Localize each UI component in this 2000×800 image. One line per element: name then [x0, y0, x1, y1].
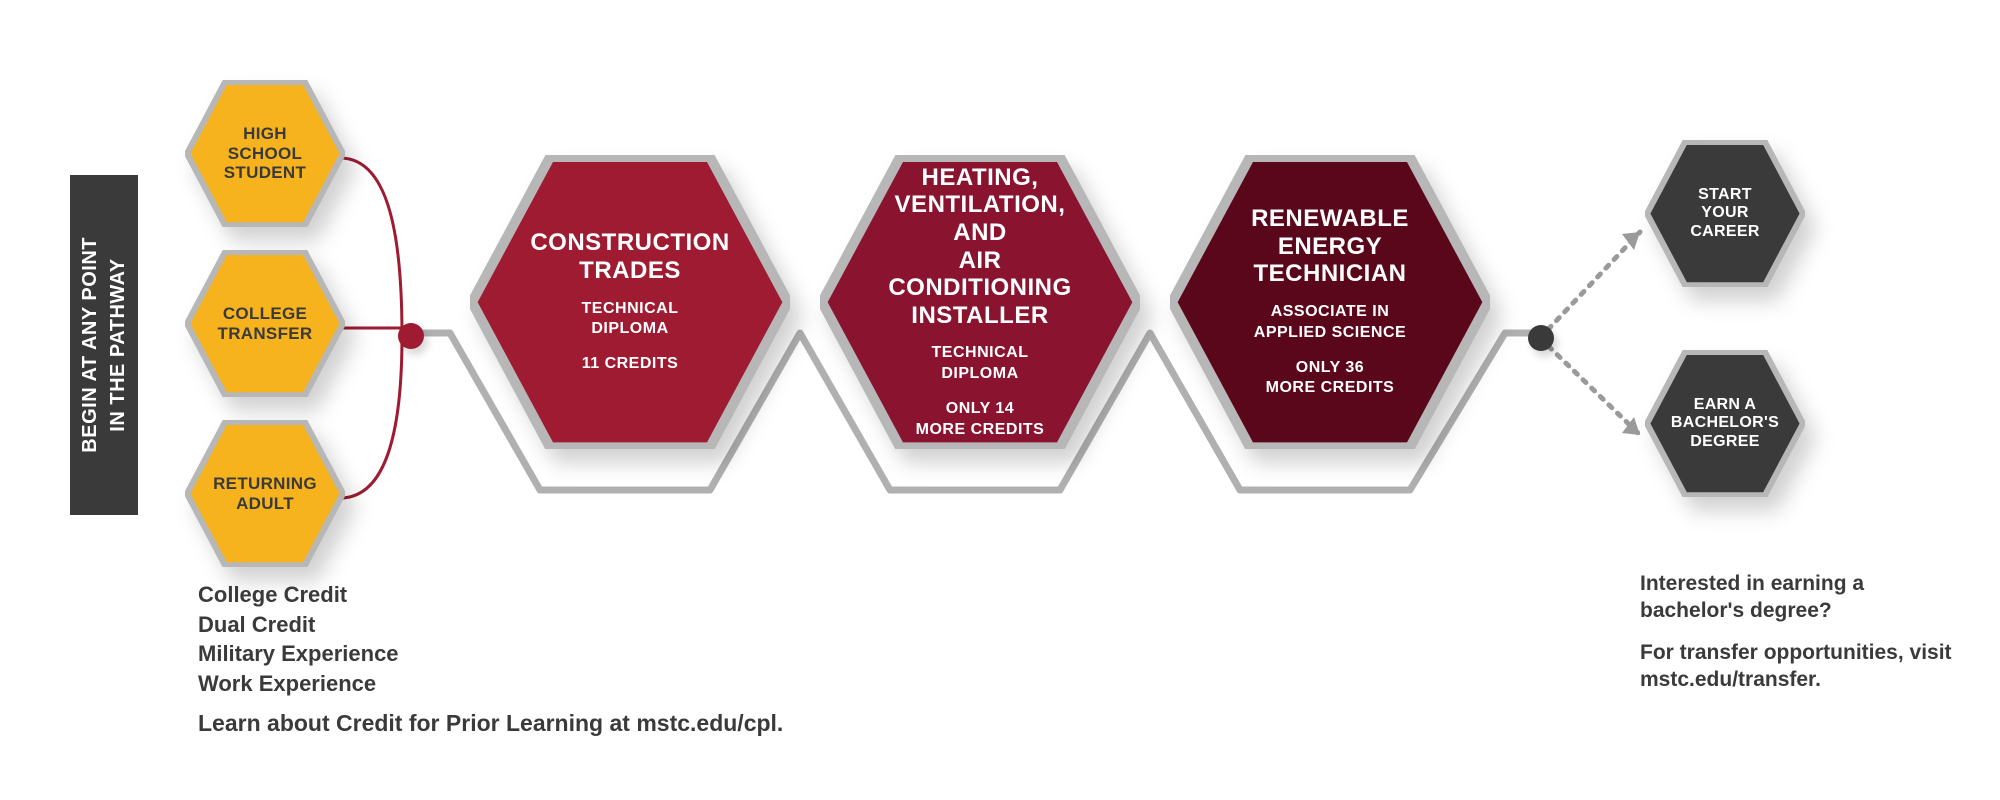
program-credits: 11 CREDITS — [582, 354, 679, 375]
entry-credit-line: Dual Credit — [198, 610, 399, 640]
entry-hex: RETURNINGADULT — [185, 420, 345, 567]
outcome-hex: STARTYOURCAREER — [1645, 140, 1805, 287]
outcome-hex: EARN ABACHELOR'SDEGREE — [1645, 350, 1805, 497]
outcome-hex-label: EARN ABACHELOR'SDEGREE — [1671, 396, 1779, 451]
transfer-line2: For transfer opportunities, visit mstc.e… — [1640, 639, 1960, 694]
entry-hex: COLLEGETRANSFER — [185, 250, 345, 397]
entry-credit-line: College Credit — [198, 580, 399, 610]
side-label-text: BEGIN AT ANY POINTIN THE PATHWAY — [76, 237, 132, 453]
transfer-line1: Interested in earning a bachelor's degre… — [1640, 570, 1960, 625]
entry-hex-label: HIGHSCHOOLSTUDENT — [224, 124, 306, 183]
transfer-text: Interested in earning a bachelor's degre… — [1640, 570, 1960, 693]
merge-node-left — [398, 323, 424, 349]
program-hex: CONSTRUCTIONTRADES TECHNICALDIPLOMA 11 C… — [470, 155, 790, 449]
entry-credit-list: College Credit Dual Credit Military Expe… — [198, 580, 399, 699]
program-credits: ONLY 14MORE CREDITS — [916, 399, 1045, 441]
entry-credit-line: Work Experience — [198, 669, 399, 699]
entry-hex: HIGHSCHOOLSTUDENT — [185, 80, 345, 227]
program-hex: HEATING,VENTILATION, ANDAIR CONDITIONING… — [820, 155, 1140, 449]
entry-credit-line: Military Experience — [198, 639, 399, 669]
entry-hex-label: COLLEGETRANSFER — [218, 304, 313, 343]
program-title: HEATING,VENTILATION, ANDAIR CONDITIONING… — [865, 164, 1095, 330]
program-title: CONSTRUCTIONTRADES — [530, 229, 729, 284]
merge-node-right — [1528, 325, 1554, 351]
outcome-hex-label: STARTYOURCAREER — [1690, 186, 1759, 241]
entry-hex-label: RETURNINGADULT — [213, 474, 317, 513]
program-subtitle: TECHNICALDIPLOMA — [932, 343, 1029, 385]
cpl-text: Learn about Credit for Prior Learning at… — [198, 710, 783, 737]
side-label: BEGIN AT ANY POINTIN THE PATHWAY — [70, 175, 138, 515]
pathway-diagram: BEGIN AT ANY POINTIN THE PATHWAY HIGHSCH… — [0, 0, 2000, 800]
program-subtitle: TECHNICALDIPLOMA — [582, 299, 679, 341]
program-title: RENEWABLEENERGYTECHNICIAN — [1251, 205, 1409, 288]
program-subtitle: ASSOCIATE INAPPLIED SCIENCE — [1254, 302, 1406, 344]
program-credits: ONLY 36MORE CREDITS — [1266, 358, 1395, 400]
program-hex: RENEWABLEENERGYTECHNICIAN ASSOCIATE INAP… — [1170, 155, 1490, 449]
